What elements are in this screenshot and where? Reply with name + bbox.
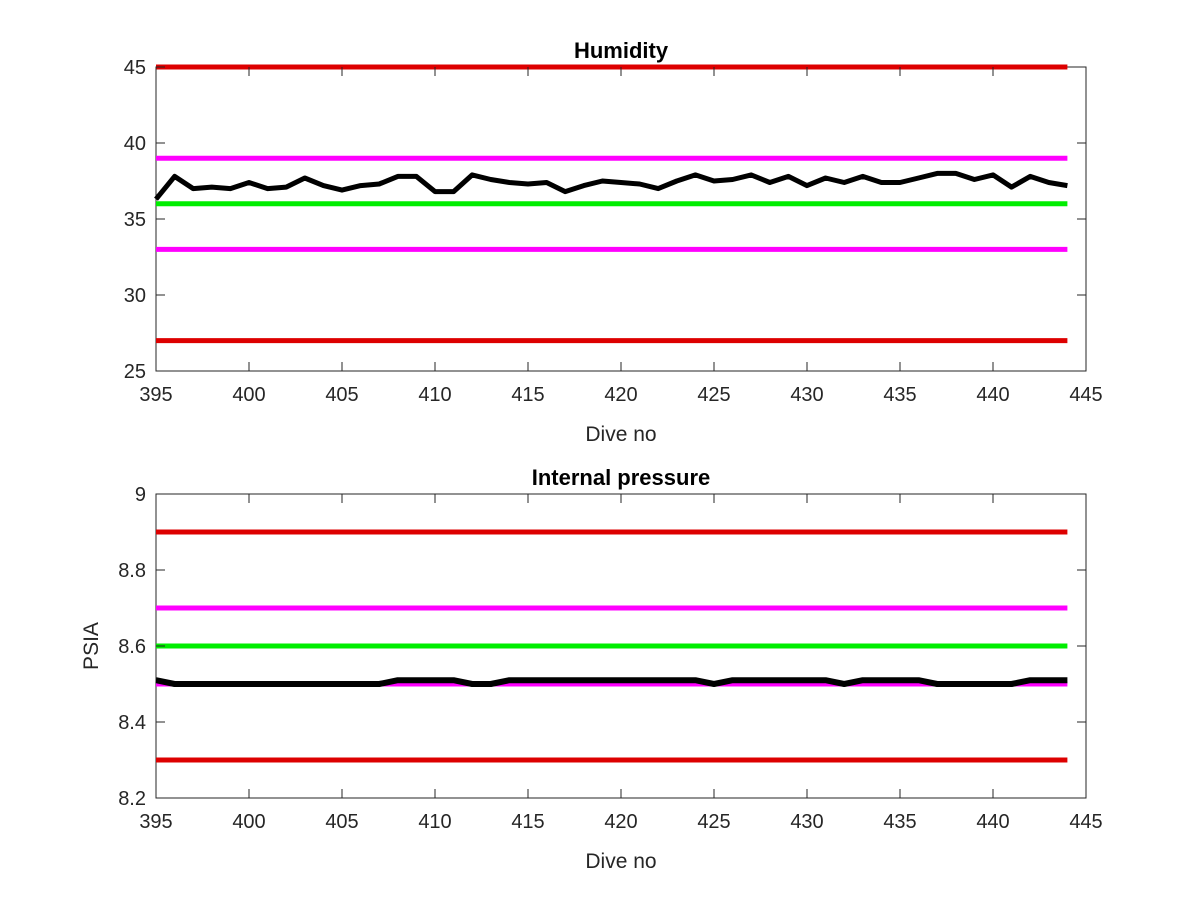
pressure-title: Internal pressure: [532, 465, 711, 490]
humidity-x-tick-label: 420: [604, 384, 637, 406]
humidity-chart: 395 400 405 410 415 420 425 430 435 440 445 25 30 35 4…: [124, 38, 1103, 446]
pressure-chart: 395 400 405 410 415 420 425 430 435 440 445 8.2 8.4 8…: [80, 465, 1103, 873]
pressure-x-tick-label: 435: [883, 811, 916, 833]
humidity-x-tick-label: 410: [418, 384, 451, 406]
humidity-y-tick-label: 30: [124, 285, 146, 307]
humidity-ticks: 395 400 405 410 415 420 425 430 435 440 445 25 30 35 4…: [124, 57, 1103, 406]
humidity-x-tick-label: 415: [511, 384, 544, 406]
pressure-y-tick-label: 8.4: [118, 712, 146, 734]
pressure-series-line-0: [155, 677, 1068, 687]
humidity-y-tick-label: 45: [124, 57, 146, 79]
pressure-ticks: 395 400 405 410 415 420 425 430 435 440 445 8.2 8.4 8…: [118, 484, 1103, 833]
pressure-x-tick-label: 410: [418, 811, 451, 833]
humidity-series-line-0: [154, 170, 1068, 201]
pressure-x-tick-label: 405: [325, 811, 358, 833]
pressure-x-tick-label: 400: [232, 811, 265, 833]
pressure-y-tick-label: 8.8: [118, 560, 146, 582]
pressure-x-tick-label: 420: [604, 811, 637, 833]
pressure-x-tick-label: 430: [790, 811, 823, 833]
humidity-x-tick-label: 440: [976, 384, 1009, 406]
pressure-x-tick-label: 425: [697, 811, 730, 833]
pressure-y-tick-label: 9: [135, 484, 146, 506]
humidity-x-tick-label: 445: [1069, 384, 1102, 406]
pressure-x-axis-label: Dive no: [585, 850, 656, 873]
humidity-x-tick-label: 395: [139, 384, 172, 406]
humidity-x-tick-label: 430: [790, 384, 823, 406]
pressure-x-tick-label: 445: [1069, 811, 1102, 833]
humidity-marks: [154, 64, 1068, 344]
humidity-y-tick-label: 35: [124, 209, 146, 231]
humidity-y-tick-label: 40: [124, 133, 146, 155]
humidity-x-axis-label: Dive no: [585, 423, 656, 446]
humidity-x-tick-label: 405: [325, 384, 358, 406]
pressure-y-axis-label: PSIA: [80, 622, 103, 670]
humidity-x-tick-label: 425: [697, 384, 730, 406]
pressure-x-tick-label: 395: [139, 811, 172, 833]
humidity-y-tick-label: 25: [124, 361, 146, 383]
pressure-marks: [155, 529, 1068, 763]
humidity-x-tick-label: 435: [883, 384, 916, 406]
pressure-y-tick-label: 8.2: [118, 788, 146, 810]
humidity-title: Humidity: [574, 38, 669, 63]
pressure-x-tick-label: 440: [976, 811, 1009, 833]
humidity-x-tick-label: 400: [232, 384, 265, 406]
pressure-x-tick-label: 415: [511, 811, 544, 833]
pressure-y-tick-label: 8.6: [118, 636, 146, 658]
